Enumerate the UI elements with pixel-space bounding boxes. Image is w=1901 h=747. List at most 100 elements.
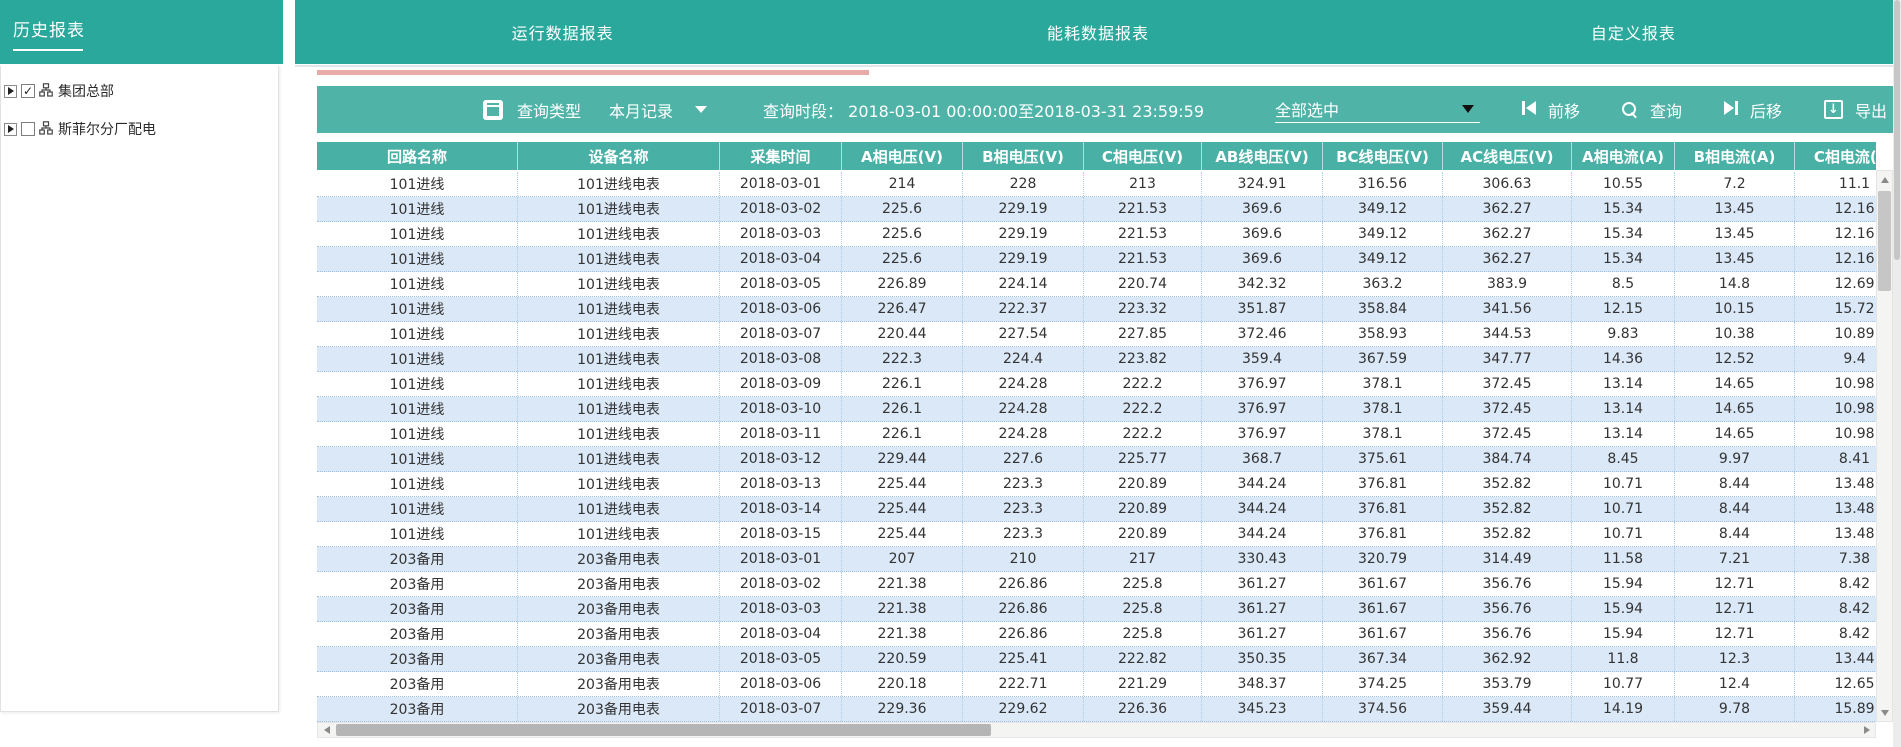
table-cell: 342.32 [1202,272,1323,296]
tab-operation-data-report[interactable]: 运行数据报表 [511,24,614,43]
table-cell: 376.97 [1202,422,1323,446]
table-cell: 14.65 [1675,372,1795,396]
table-cell: 203备用 [317,697,518,721]
table-cell: 226.86 [963,572,1084,596]
table-cell: 347.77 [1443,347,1572,371]
table-row[interactable]: 203备用 203备用电表 2018-03-04 221.38 226.86 225.8 3… [317,622,1876,647]
table-row[interactable]: 203备用 203备用电表 2018-03-02 221.38 226.86 225.8 3… [317,572,1876,597]
table-cell: 341.56 [1443,297,1572,321]
checkbox-checked[interactable]: ✓ [21,84,35,98]
tree-item-label[interactable]: 斯菲尔分厂配电 [58,122,156,138]
table-row[interactable]: 203备用 203备用电表 2018-03-03 221.38 226.86 225.8 3… [317,597,1876,622]
query-period-value: 2018-03-01 00:00:00至2018-03-31 23:59:59 [848,101,1205,121]
table-vertical-scrollbar[interactable] [1876,170,1893,722]
column-header[interactable]: B相电流(A) [1675,142,1795,170]
column-header[interactable]: A相电流(A) [1572,142,1675,170]
table-row[interactable]: 101进线 101进线电表 2018-03-14 225.44 223.3 220.89 3… [317,497,1876,522]
table-cell: 2018-03-03 [720,597,842,621]
table-cell: 8.44 [1675,497,1795,521]
table-row[interactable]: 101进线 101进线电表 2018-03-04 225.6 229.19 221.53 3… [317,247,1876,272]
table-cell: 378.1 [1323,372,1443,396]
tree-item-label[interactable]: 集团总部 [58,84,114,100]
column-header[interactable]: AB线电压(V) [1202,142,1323,170]
table-cell: 101进线 [317,472,518,496]
table-cell: 229.62 [963,697,1084,721]
query-type-select[interactable]: 本月记录 [609,101,674,121]
scroll-right-arrow-icon[interactable] [1859,723,1874,737]
chevron-down-icon [1461,105,1474,113]
table-cell: 229.44 [842,447,963,471]
table-cell: 220.18 [842,672,963,696]
export-button[interactable]: ↓ 导出 [1823,98,1887,122]
move-next-button[interactable]: 后移 [1723,98,1782,122]
horizontal-scroll-thumb[interactable] [336,724,991,736]
table-row[interactable]: 101进线 101进线电表 2018-03-09 226.1 224.28 222.2 37… [317,372,1876,397]
table-row[interactable]: 101进线 101进线电表 2018-03-15 225.44 223.3 220.89 3… [317,522,1876,547]
table-cell: 227.54 [963,322,1084,346]
page-vertical-scrollbar[interactable] [1893,0,1901,747]
table-cell: 2018-03-03 [720,222,842,246]
vertical-scroll-thumb[interactable] [1878,191,1891,291]
table-row[interactable]: 101进线 101进线电表 2018-03-11 226.1 224.28 222.2 37… [317,422,1876,447]
scroll-up-arrow-icon[interactable] [1877,172,1892,187]
expand-icon[interactable] [4,122,17,136]
column-header[interactable]: BC线电压(V) [1323,142,1443,170]
table-row[interactable]: 101进线 101进线电表 2018-03-06 226.47 222.37 223.32… [317,297,1876,322]
column-header[interactable]: AC线电压(V) [1443,142,1572,170]
tree-item-group-hq[interactable]: ✓ 集团总部 [1,76,278,106]
column-header[interactable]: C相电压(V) [1084,142,1202,170]
table-row[interactable]: 101进线 101进线电表 2018-03-02 225.6 229.19 221.53 3… [317,197,1876,222]
table-row[interactable]: 203备用 203备用电表 2018-03-07 229.36 229.62 226.36… [317,697,1876,722]
table-cell: 101进线 [317,322,518,346]
column-header[interactable]: 回路名称 [317,142,518,170]
column-header[interactable]: B相电压(V) [963,142,1084,170]
table-cell: 101进线 [317,447,518,471]
table-row[interactable]: 101进线 101进线电表 2018-03-03 225.6 229.19 221.53 3… [317,222,1876,247]
table-cell: 376.81 [1323,497,1443,521]
column-header[interactable]: 设备名称 [518,142,720,170]
table-cell: 222.37 [963,297,1084,321]
table-row[interactable]: 203备用 203备用电表 2018-03-05 220.59 225.41 222.82… [317,647,1876,672]
column-header[interactable]: 采集时间 [720,142,842,170]
select-all-value: 全部选中 [1274,101,1339,120]
scroll-down-arrow-icon[interactable] [1877,705,1892,720]
table-cell: 226.47 [842,297,963,321]
table-cell: 15.94 [1572,572,1675,596]
chevron-down-icon[interactable] [695,106,708,113]
scroll-left-arrow-icon[interactable] [319,723,334,737]
table-cell: 362.92 [1443,647,1572,671]
table-row[interactable]: 101进线 101进线电表 2018-03-08 222.3 224.4 223.82 35… [317,347,1876,372]
table-row[interactable]: 101进线 101进线电表 2018-03-07 220.44 227.54 227.85… [317,322,1876,347]
table-row[interactable]: 101进线 101进线电表 2018-03-01 214 228 213 324.91 316… [317,172,1876,197]
tree-item-sfere-plant[interactable]: 斯菲尔分厂配电 [1,114,278,144]
table-cell: 101进线 [317,247,518,271]
table-row[interactable]: 101进线 101进线电表 2018-03-13 225.44 223.3 220.89 3… [317,472,1876,497]
move-previous-button[interactable]: 前移 [1521,98,1580,122]
table-cell: 2018-03-07 [720,322,842,346]
table-cell: 12.16 [1795,247,1876,271]
table-cell: 101进线电表 [518,222,720,246]
table-cell: 344.24 [1202,472,1323,496]
expand-icon[interactable] [4,84,17,98]
table-row[interactable]: 203备用 203备用电表 2018-03-06 220.18 222.71 221.29… [317,672,1876,697]
column-header[interactable]: A相电压(V) [842,142,963,170]
table-horizontal-scrollbar[interactable] [317,722,1876,738]
tab-custom-report[interactable]: 自定义报表 [1590,24,1676,43]
table-cell: 101进线 [317,172,518,196]
table-cell: 351.87 [1202,297,1323,321]
org-chart-icon [39,120,53,139]
table-cell: 8.44 [1675,472,1795,496]
table-row[interactable]: 101进线 101进线电表 2018-03-05 226.89 224.14 220.74… [317,272,1876,297]
query-button[interactable]: 查询 [1621,98,1682,122]
table-cell: 223.3 [963,522,1084,546]
page-scroll-thumb[interactable] [1894,0,1900,260]
table-row[interactable]: 203备用 203备用电表 2018-03-01 207 210 217 330.43 320… [317,547,1876,572]
table-cell: 2018-03-02 [720,197,842,221]
table-row[interactable]: 101进线 101进线电表 2018-03-12 229.44 227.6 225.77 3… [317,447,1876,472]
query-type-label: 查询类型 [517,101,582,121]
table-row[interactable]: 101进线 101进线电表 2018-03-10 226.1 224.28 222.2 37… [317,397,1876,422]
select-all-dropdown[interactable]: 全部选中 [1274,96,1480,123]
column-header[interactable]: C相电流(A) [1795,142,1876,170]
tab-energy-data-report[interactable]: 能耗数据报表 [1046,24,1149,43]
checkbox-unchecked[interactable] [21,122,35,136]
